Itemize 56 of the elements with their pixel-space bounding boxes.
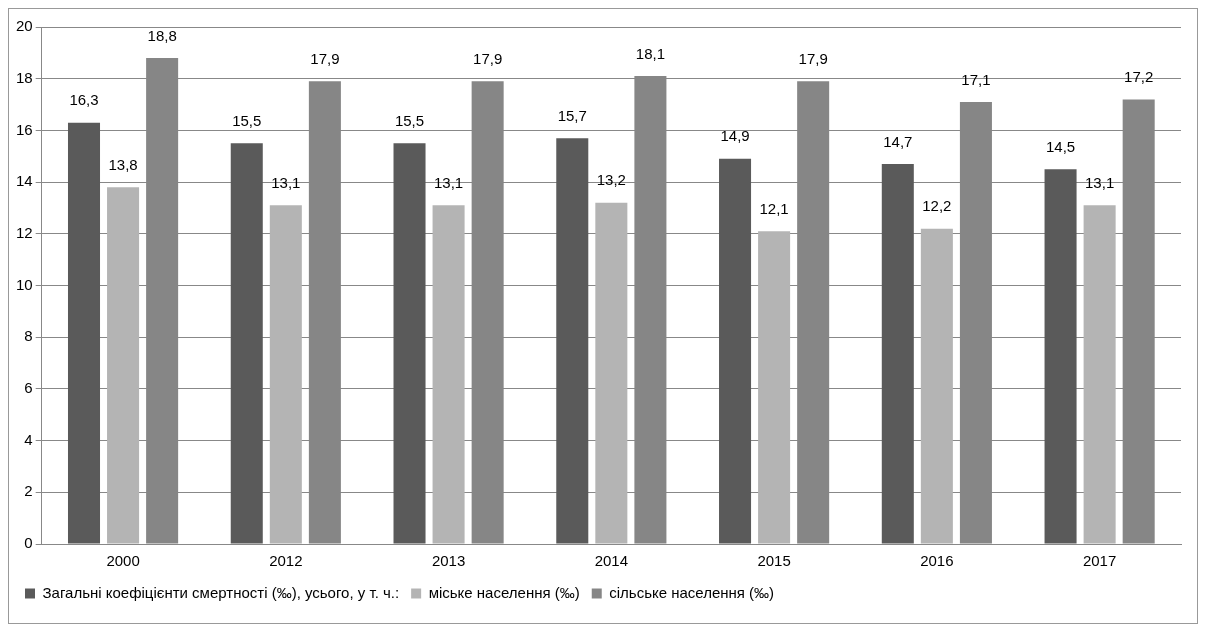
legend-label: Загальні коефіцієнти смертності (‰), усього, у т. ч.: [42, 583, 400, 601]
y-tick-label: 12 [16, 223, 33, 241]
bar [719, 158, 752, 544]
y-tick-label: 8 [24, 327, 33, 345]
bar [556, 138, 589, 544]
data-label: 17,1 [961, 70, 991, 88]
data-label: 15,5 [394, 111, 425, 129]
bar [1044, 169, 1077, 544]
y-tick-label: 20 [16, 17, 33, 35]
data-label: 13,8 [108, 155, 138, 173]
bar [1083, 205, 1116, 544]
data-label: 14,5 [1045, 137, 1076, 155]
legend-label: сільське населення (‰) [609, 583, 775, 601]
x-tick-label: 2000 [106, 552, 140, 570]
data-label: 17,2 [1124, 68, 1154, 86]
bar [920, 228, 953, 544]
x-tick-label: 2016 [920, 552, 954, 570]
y-tick-label: 2 [24, 482, 33, 500]
bar [595, 202, 628, 544]
data-label: 12,2 [922, 197, 952, 215]
data-label: 18,1 [635, 44, 666, 62]
bar [881, 164, 914, 544]
y-tick-label: 14 [16, 172, 33, 190]
data-label: 13,1 [271, 174, 301, 192]
bar [230, 143, 263, 544]
x-tick-label: 2017 [1082, 552, 1117, 570]
data-label: 13,1 [433, 174, 464, 192]
data-label: 17,9 [798, 49, 828, 67]
data-label: 13,2 [596, 171, 626, 189]
legend-label: міське населення (‰) [428, 583, 580, 601]
bar [393, 143, 426, 544]
y-tick-label: 18 [16, 68, 33, 86]
bar [67, 122, 101, 544]
y-tick-label: 6 [24, 379, 33, 397]
y-tick-label: 4 [24, 430, 33, 448]
bar [269, 205, 302, 544]
data-label: 14,7 [883, 132, 913, 150]
y-tick-label: 16 [16, 120, 33, 138]
x-tick-label: 2013 [431, 552, 466, 570]
x-tick-label: 2014 [594, 552, 629, 570]
data-label: 17,9 [310, 49, 340, 67]
data-label: 18,8 [147, 26, 177, 44]
data-label: 12,1 [759, 199, 789, 217]
data-label: 17,9 [473, 49, 503, 67]
data-label: 15,5 [232, 111, 262, 129]
bar [432, 205, 465, 544]
y-tick-label: 0 [24, 534, 33, 552]
data-label: 14,9 [720, 127, 750, 145]
data-label: 16,3 [69, 91, 99, 109]
y-tick-label: 10 [16, 275, 33, 293]
x-tick-label: 2015 [757, 552, 791, 570]
x-tick-label: 2012 [269, 552, 303, 570]
bar [758, 231, 791, 544]
data-label: 13,1 [1085, 174, 1115, 192]
data-label: 15,7 [557, 106, 587, 124]
bar [107, 187, 140, 544]
